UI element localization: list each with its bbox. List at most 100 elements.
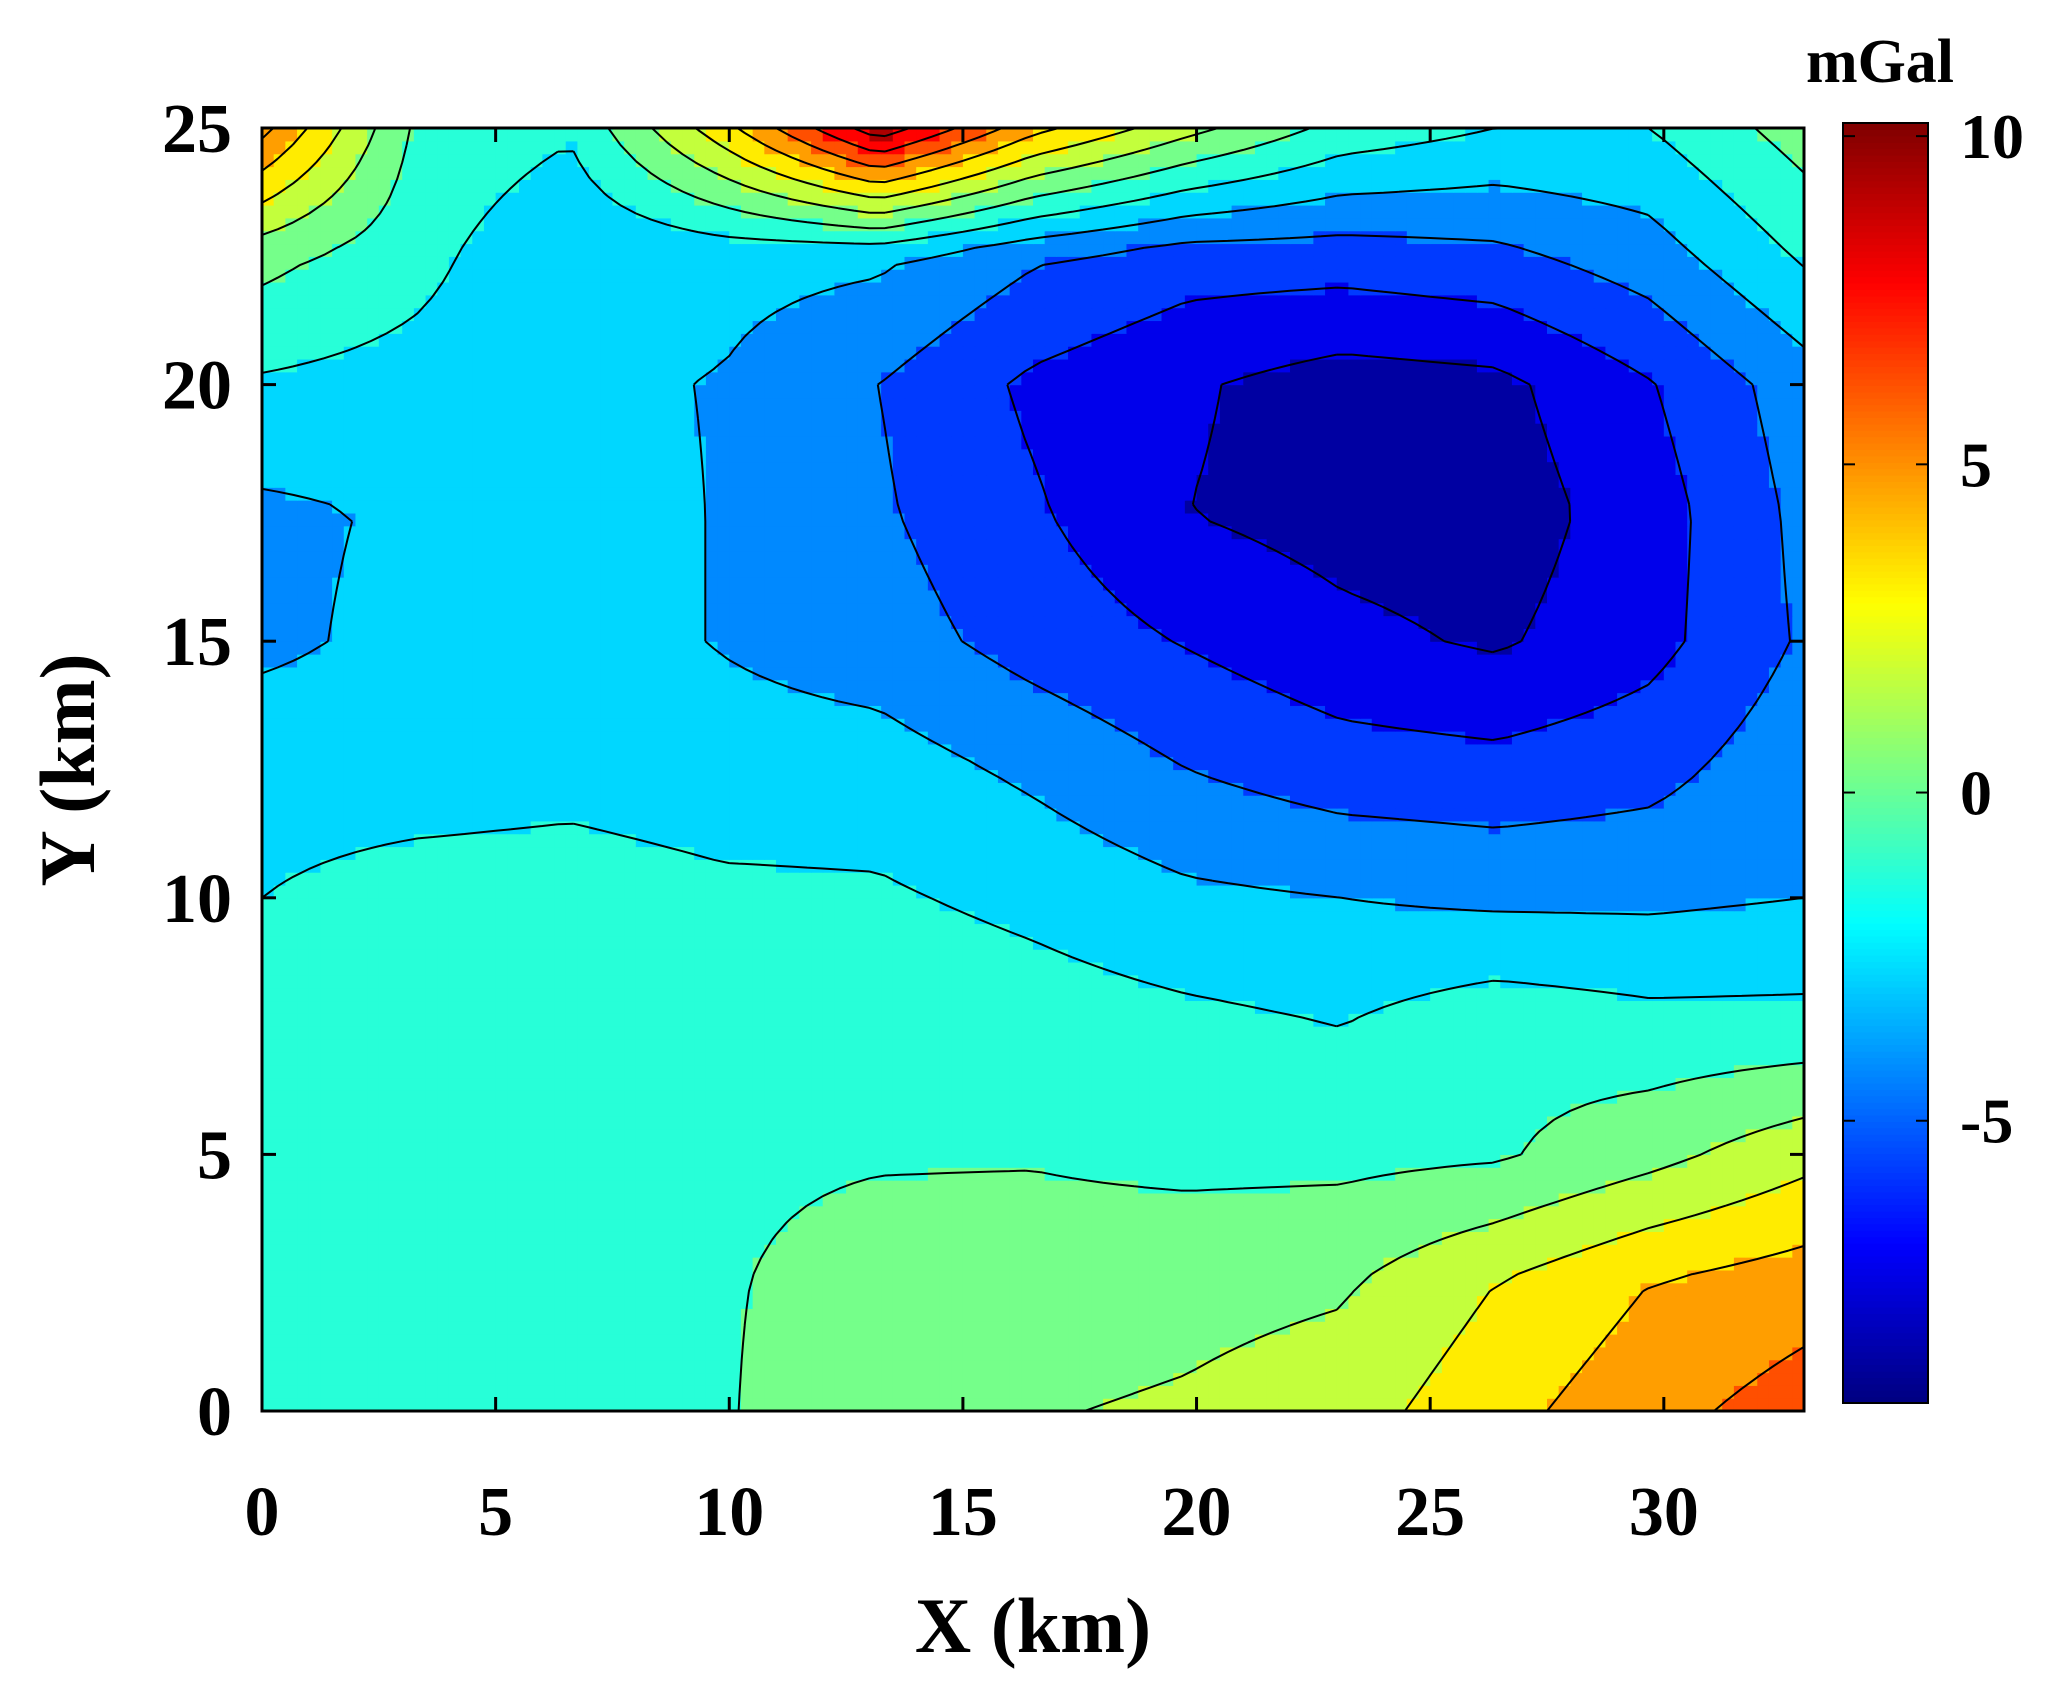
- contour-cell: [297, 1128, 310, 1143]
- contour-cell: [1745, 1346, 1758, 1361]
- contour-cell: [530, 1128, 543, 1143]
- contour-cell: [1570, 1321, 1583, 1335]
- contour-cell: [1617, 1141, 1630, 1155]
- contour-cell: [1184, 974, 1198, 989]
- contour-cell: [717, 1064, 730, 1079]
- contour-cell: [1547, 1282, 1560, 1297]
- contour-cell: [1033, 974, 1046, 989]
- contour-cell: [787, 1000, 800, 1014]
- contour-cell: [881, 1077, 894, 1091]
- contour-cell: [413, 936, 427, 950]
- contour-cell: [1395, 1180, 1408, 1194]
- contour-cell: [1219, 1282, 1233, 1297]
- contour-cell: [1114, 1180, 1128, 1194]
- contour-cell: [262, 1077, 275, 1091]
- contour-cell: [1406, 1257, 1420, 1271]
- contour-cell: [927, 1013, 941, 1027]
- contour-cell: [1792, 936, 1804, 950]
- contour-cell: [986, 1308, 999, 1322]
- contour-cell: [1114, 1334, 1128, 1348]
- contour-cell: [1476, 987, 1490, 1002]
- contour-cell: [483, 1282, 497, 1297]
- contour-cell: [1780, 936, 1793, 950]
- contour-cell: [1547, 1372, 1560, 1386]
- contour-cell: [1184, 1064, 1198, 1079]
- contour-cell: [1488, 1269, 1501, 1284]
- contour-cell: [717, 1180, 730, 1194]
- contour-cell: [1383, 1180, 1396, 1194]
- contour-cell: [1476, 1321, 1490, 1335]
- contour-cell: [1044, 949, 1057, 963]
- contour-cell: [1441, 1128, 1455, 1143]
- contour-cell: [1290, 1051, 1303, 1066]
- contour-cell: [1792, 1154, 1804, 1168]
- contour-cell: [554, 1385, 567, 1399]
- contour-cell: [811, 1000, 824, 1014]
- contour-cell: [997, 1180, 1011, 1194]
- contour-cell: [1476, 1026, 1490, 1040]
- contour-cell: [1640, 1244, 1653, 1258]
- contour-cell: [951, 936, 964, 950]
- contour-cell: [740, 1372, 754, 1386]
- contour-cell: [1056, 1372, 1069, 1386]
- contour-cell: [1441, 1167, 1455, 1181]
- contour-cell: [1547, 1141, 1560, 1155]
- contour-cell: [811, 1372, 824, 1386]
- contour-cell: [437, 1180, 450, 1194]
- contour-cell: [437, 1038, 450, 1053]
- contour-cell: [1652, 936, 1665, 950]
- contour-cell: [297, 1051, 310, 1066]
- contour-cell: [308, 1051, 322, 1066]
- contour-cell: [530, 1154, 543, 1168]
- contour-cell: [951, 1141, 964, 1155]
- contour-cell: [1336, 949, 1350, 963]
- contour-cell: [1406, 1372, 1420, 1386]
- contour-cell: [1184, 1231, 1198, 1245]
- contour-cell: [413, 1398, 427, 1411]
- contour-cell: [764, 1346, 777, 1361]
- contour-cell: [1687, 1244, 1700, 1258]
- contour-cell: [1009, 1359, 1022, 1374]
- contour-cell: [624, 1334, 637, 1348]
- contour-cell: [659, 1231, 672, 1245]
- contour-cell: [483, 1026, 497, 1040]
- contour-cell: [694, 1295, 707, 1309]
- contour-cell: [799, 1218, 812, 1232]
- contour-cell: [378, 1282, 392, 1297]
- contour-cell: [483, 1372, 497, 1386]
- contour-cell: [1196, 1231, 1209, 1245]
- contour-cell: [997, 1115, 1011, 1130]
- contour-cell: [390, 1167, 403, 1181]
- contour-cell: [1570, 1269, 1583, 1284]
- contour-cell: [507, 1372, 520, 1386]
- contour-cell: [1360, 1295, 1373, 1309]
- contour-cell: [554, 1282, 567, 1297]
- contour-cell: [927, 1359, 941, 1374]
- contour-cell: [939, 1359, 952, 1374]
- contour-cell: [729, 1192, 742, 1207]
- contour-cell: [390, 1103, 403, 1117]
- contour-cell: [776, 1026, 789, 1040]
- contour-cell: [647, 1103, 660, 1117]
- contour-cell: [437, 1051, 450, 1066]
- contour-cell: [1500, 1218, 1513, 1232]
- contour-cell: [1722, 974, 1735, 989]
- contour-cell: [612, 1282, 625, 1297]
- contour-cell: [647, 974, 660, 989]
- contour-cell: [962, 1038, 976, 1053]
- contour-cell: [519, 1346, 532, 1361]
- contour-cell: [1593, 1167, 1607, 1181]
- contour-cell: [273, 1013, 286, 1027]
- contour-cell: [413, 1115, 427, 1130]
- contour-cell: [402, 1295, 415, 1309]
- contour-cell: [577, 1064, 590, 1079]
- contour-cell: [635, 987, 649, 1002]
- contour-cell: [729, 1205, 742, 1220]
- contour-cell: [1068, 1103, 1081, 1117]
- contour-cell: [846, 1090, 859, 1104]
- contour-cell: [519, 1321, 532, 1335]
- contour-cell: [1021, 1090, 1034, 1104]
- contour-cell: [1617, 1038, 1630, 1053]
- contour-cell: [448, 1013, 462, 1027]
- contour-cell: [437, 1321, 450, 1335]
